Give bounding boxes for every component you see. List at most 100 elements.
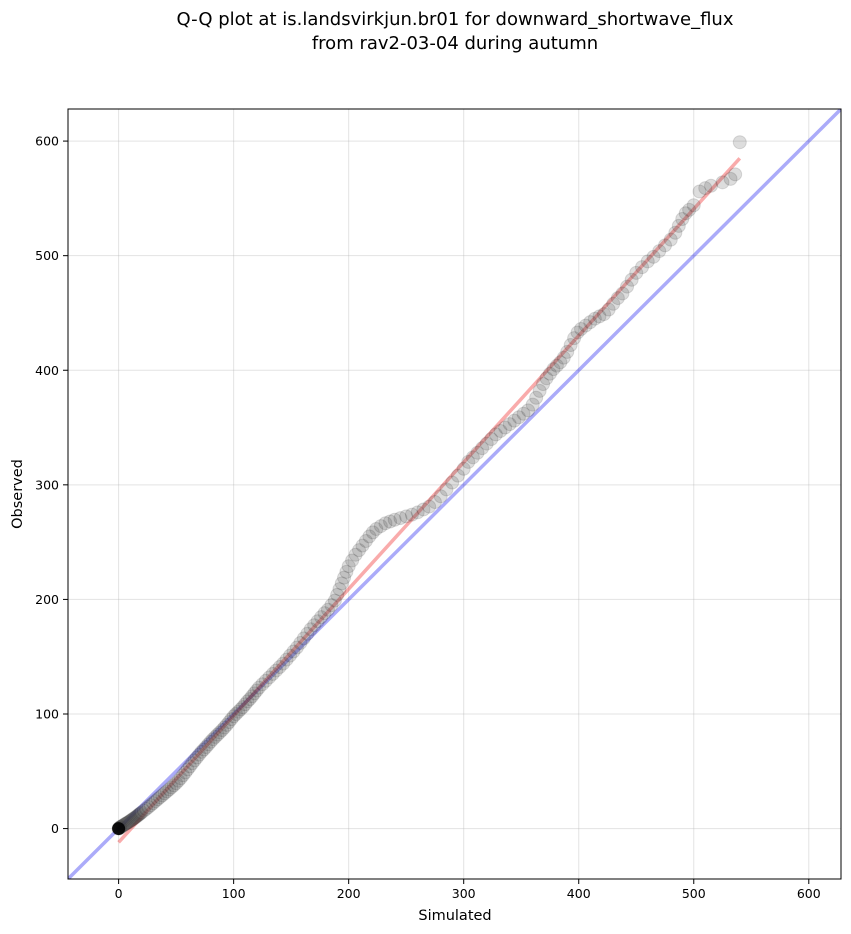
data-point: [427, 495, 442, 510]
data-point: [686, 198, 701, 213]
data-point: [365, 525, 380, 540]
data-point: [162, 782, 177, 797]
data-point: [247, 686, 262, 701]
data-point: [410, 505, 425, 520]
data-point: [583, 315, 598, 330]
data-point: [399, 509, 414, 524]
data-point: [205, 732, 220, 747]
data-point: [341, 559, 356, 574]
data-point: [456, 461, 471, 476]
data-points: [111, 135, 747, 836]
data-point: [732, 135, 747, 150]
data-point: [235, 700, 250, 715]
data-point: [663, 232, 678, 247]
data-point: [507, 413, 522, 428]
data-point: [570, 325, 585, 340]
data-point: [334, 576, 349, 591]
data-point: [475, 441, 490, 456]
data-point: [125, 812, 140, 827]
reference-lines: [68, 109, 841, 879]
data-point: [255, 677, 270, 692]
data-point: [445, 475, 460, 490]
data-point: [300, 626, 315, 641]
data-point: [525, 397, 540, 412]
data-point: [461, 454, 476, 469]
data-point: [199, 740, 214, 754]
data-point: [279, 652, 294, 667]
data-point: [159, 784, 174, 799]
data-point: [378, 516, 393, 531]
data-point: [652, 244, 667, 259]
data-point: [640, 254, 655, 269]
data-point: [196, 742, 211, 757]
y-tick-label: 200: [35, 592, 59, 607]
data-point: [532, 383, 547, 398]
data-point: [258, 673, 273, 688]
data-point: [320, 602, 335, 617]
data-point: [465, 450, 480, 465]
data-point: [141, 800, 156, 815]
data-point: [228, 707, 243, 721]
data-point: [272, 660, 287, 675]
data-point: [692, 184, 707, 199]
data-point: [251, 680, 266, 695]
data-point: [238, 697, 253, 712]
data-point: [293, 635, 308, 650]
data-point: [136, 803, 151, 818]
data-point: [629, 265, 644, 280]
y-axis-ticks: 0 100 200 300 400 500 600: [35, 134, 68, 836]
data-point: [203, 734, 218, 749]
data-point: [498, 420, 513, 435]
data-point: [215, 723, 230, 738]
data-point: [176, 768, 191, 783]
data-point: [148, 794, 163, 809]
data-point: [549, 358, 564, 373]
data-point: [521, 403, 536, 418]
data-point: [303, 622, 318, 637]
data-point: [289, 640, 304, 655]
data-point: [620, 279, 635, 294]
data-point: [339, 564, 354, 579]
data-point: [610, 291, 625, 306]
grid-lines: [68, 109, 841, 879]
data-point: [597, 307, 612, 322]
data-point: [327, 593, 342, 608]
data-point: [201, 737, 216, 752]
data-point: [416, 502, 431, 517]
y-tick-label: 0: [51, 821, 59, 836]
data-point: [240, 694, 255, 709]
data-point: [682, 202, 697, 217]
data-point: [153, 790, 168, 805]
fit-line: [117, 157, 742, 844]
data-point: [233, 702, 248, 717]
data-point: [704, 178, 719, 193]
data-point: [362, 529, 377, 544]
x-tick-label: 100: [222, 886, 246, 901]
data-point: [529, 390, 544, 405]
data-point: [224, 712, 239, 727]
data-point: [171, 773, 186, 788]
data-point: [226, 709, 241, 724]
data-point: [120, 815, 135, 830]
data-point: [668, 225, 683, 240]
data-point: [493, 423, 508, 438]
data-point: [488, 427, 503, 442]
data-point: [124, 813, 139, 828]
data-point: [556, 350, 571, 365]
data-point: [567, 331, 582, 346]
data-point: [373, 519, 388, 534]
data-point: [470, 445, 485, 460]
data-point: [352, 543, 367, 558]
plot-frame: [67, 108, 842, 880]
data-point: [678, 206, 693, 221]
data-point: [169, 776, 184, 791]
y-tick-label: 500: [35, 248, 59, 263]
identity-line: [68, 109, 841, 879]
data-point: [212, 725, 227, 740]
data-point: [150, 792, 165, 807]
data-point: [592, 309, 607, 324]
data-point: [130, 809, 145, 824]
data-point: [262, 670, 277, 685]
data-point: [723, 171, 738, 186]
data-point: [383, 514, 398, 529]
